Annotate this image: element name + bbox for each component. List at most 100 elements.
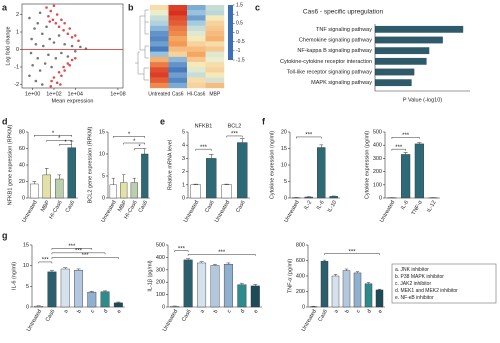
point: [66, 32, 70, 36]
bar: [34, 305, 44, 308]
x-tick-label: c: [355, 309, 362, 315]
significance-bracket: [391, 148, 406, 151]
heatmap-cell: [150, 62, 169, 68]
heatmap-cell: [187, 5, 206, 11]
x-tick-label: Cas6: [317, 309, 329, 323]
bar: [342, 270, 351, 308]
y-tick-label: 15: [281, 146, 287, 152]
point: [43, 62, 47, 65]
point: [45, 25, 48, 29]
significance-bracket: [134, 148, 145, 151]
bar: [47, 271, 57, 308]
y-tick-label: 0: [102, 195, 105, 201]
y-axis-label: Log fold change: [5, 26, 11, 65]
point: [70, 44, 74, 48]
heatmap-cell: [150, 30, 169, 37]
y-tick-label: 40: [19, 162, 25, 168]
bar: [141, 153, 149, 199]
bar: [414, 143, 424, 199]
point: [30, 37, 33, 41]
y-tick-label: 0: [22, 195, 25, 201]
panel-letter: e: [160, 116, 165, 126]
point: [47, 53, 50, 57]
significance-bracket: [51, 248, 93, 250]
y-axis-label: IL-1β (pg/ml): [147, 260, 153, 291]
x-tick-label: a: [199, 308, 206, 314]
y-tick-label: 500: [373, 129, 382, 135]
legend-entry: a. JNK inhibitor: [395, 267, 429, 273]
y-tick-label: 15: [99, 129, 105, 135]
point: [66, 55, 70, 58]
heatmap-cell: [168, 41, 188, 47]
heatmap-cell: [168, 62, 188, 68]
point: [52, 76, 56, 79]
heatmap-cell: [168, 10, 188, 16]
significance-label: ***: [218, 250, 226, 256]
x-tick-label: b: [344, 309, 351, 315]
significance-label: *: [138, 144, 141, 150]
heatmap-cell: [187, 72, 206, 78]
bar: [100, 291, 110, 308]
bar: [375, 289, 384, 308]
x-tick-label: e: [377, 309, 384, 315]
heatmap-cell: [150, 72, 169, 78]
heatmap-cell: [187, 67, 206, 73]
y-tick-label: 0: [379, 195, 382, 201]
group-label: BCL2: [228, 123, 242, 129]
heatmap-cell: [150, 56, 169, 63]
y-tick-label: 10: [281, 162, 287, 168]
y-tick-label: 2: [16, 12, 19, 18]
x-tick-label: IL-2: [303, 200, 313, 211]
panel-letter: f: [262, 116, 266, 126]
significance-bracket: [51, 252, 106, 255]
colorbar-tick-label: 1: [236, 11, 239, 17]
legend-box: [391, 263, 497, 304]
y-tick-label: 0: [26, 304, 29, 310]
heatmap-cell: [205, 30, 225, 37]
y-tick-label: 300: [373, 156, 382, 162]
x-tick-label: Cas6: [235, 200, 247, 214]
y-axis-label: IL-6 (ng/ml): [11, 262, 17, 290]
heatmap-cell: [187, 20, 206, 26]
x-tick-label: Untreated: [26, 309, 43, 333]
heatmap-cell: [187, 15, 206, 21]
significance-label: ***: [348, 249, 356, 255]
heatmap-cell: [168, 30, 188, 37]
point: [51, 18, 55, 22]
panel-letter: g: [2, 230, 8, 240]
bar: [375, 47, 430, 55]
heatmap-cell: [168, 51, 188, 58]
significance-label: *: [133, 139, 136, 145]
bar: [304, 196, 313, 199]
significance-bracket: [38, 261, 53, 264]
heatmap-cell: [150, 82, 169, 89]
x-axis-label: P Value (-log10): [403, 97, 442, 103]
bar: [320, 261, 329, 308]
bar: [329, 196, 338, 199]
x-tick-label: Cas6: [45, 309, 57, 323]
x-tick-label: d: [103, 309, 110, 315]
y-tick-label: 80: [19, 129, 25, 135]
x-tick-label: c: [90, 309, 97, 315]
heatmap-cell: [168, 25, 188, 32]
significance-label: ***: [200, 145, 208, 151]
heatmap-cell: [205, 82, 225, 89]
bar: [109, 184, 117, 199]
heatmap-cell: [168, 72, 188, 78]
bar: [87, 291, 97, 308]
point: [60, 51, 63, 55]
significance-label: *: [52, 131, 55, 137]
heatmap-cell: [205, 62, 225, 68]
y-axis-label: Cytokine expression (ng/ml): [269, 131, 275, 199]
bar: [237, 284, 247, 308]
bar: [197, 262, 207, 308]
heatmap-cell: [150, 5, 169, 11]
significance-bracket: [195, 148, 212, 151]
y-tick-label: -2: [14, 82, 19, 88]
colorbar-tick-label: -1.5: [236, 57, 245, 63]
point: [31, 63, 34, 67]
y-tick-label: 3: [182, 156, 185, 162]
x-tick-label: IL-12: [426, 200, 437, 214]
error-bar: [355, 271, 360, 273]
x-tick-label: 1e+08: [110, 91, 125, 97]
